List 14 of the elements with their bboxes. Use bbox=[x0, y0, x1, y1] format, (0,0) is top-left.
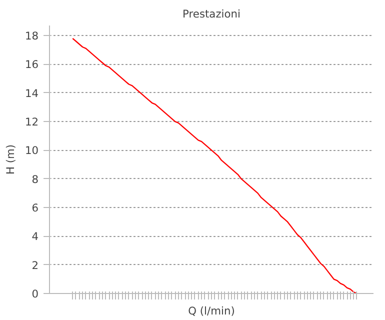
y-tick-label: 10 bbox=[24, 144, 39, 158]
y-tick-label: 16 bbox=[24, 58, 39, 72]
y-tick-label: 6 bbox=[32, 202, 39, 215]
y-tick-label: 0 bbox=[32, 288, 39, 300]
y-tick-label: 2 bbox=[32, 258, 38, 272]
y-tick-label: 8 bbox=[32, 172, 39, 186]
y-tick-label: 18 bbox=[24, 30, 39, 43]
y-tick-label: 4 bbox=[32, 230, 39, 244]
y-axis-title: H (m) bbox=[4, 144, 17, 175]
y-tick-label: 14 bbox=[24, 86, 39, 100]
x-axis-title: Q (l/min) bbox=[188, 304, 235, 318]
chart-title: Prestazioni bbox=[182, 8, 241, 20]
line-series bbox=[72, 38, 358, 294]
y-tick-label: 12 bbox=[24, 116, 39, 129]
